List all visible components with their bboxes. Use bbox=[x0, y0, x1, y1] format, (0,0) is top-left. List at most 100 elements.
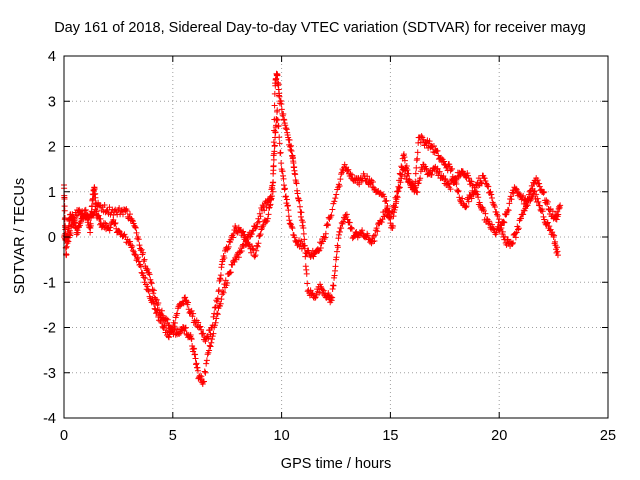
data-point bbox=[200, 378, 207, 385]
data-point bbox=[133, 229, 140, 236]
data-point bbox=[524, 195, 531, 202]
data-point bbox=[232, 223, 239, 230]
data-point bbox=[501, 219, 508, 226]
data-point bbox=[374, 228, 381, 235]
data-point bbox=[271, 90, 278, 97]
data-point bbox=[449, 165, 456, 172]
data-point bbox=[348, 225, 355, 232]
data-point bbox=[412, 170, 419, 177]
data-point bbox=[322, 230, 329, 237]
data-point bbox=[533, 191, 540, 198]
data-point bbox=[509, 241, 516, 248]
data-point bbox=[150, 287, 157, 294]
data-point bbox=[214, 295, 221, 302]
y-tick-label: 2 bbox=[48, 140, 56, 156]
data-point bbox=[271, 148, 278, 155]
data-point bbox=[281, 185, 288, 192]
data-point bbox=[556, 204, 563, 211]
data-point bbox=[496, 225, 503, 232]
data-point bbox=[378, 219, 385, 226]
data-point bbox=[536, 202, 543, 209]
data-point bbox=[285, 207, 292, 214]
data-point bbox=[141, 256, 148, 263]
data-point bbox=[127, 211, 134, 218]
data-point bbox=[164, 316, 171, 323]
data-point bbox=[417, 175, 424, 182]
data-point bbox=[535, 198, 542, 205]
data-point bbox=[480, 207, 487, 214]
data-point bbox=[270, 139, 277, 146]
data-point bbox=[129, 243, 136, 250]
data-point bbox=[213, 315, 220, 322]
data-point bbox=[148, 280, 155, 287]
data-point bbox=[331, 198, 338, 205]
data-point bbox=[291, 167, 298, 174]
data-point bbox=[459, 195, 466, 202]
data-point bbox=[385, 209, 392, 216]
data-point bbox=[496, 216, 503, 223]
data-point bbox=[519, 211, 526, 218]
data-point bbox=[144, 266, 151, 273]
data-point bbox=[300, 230, 307, 237]
data-point bbox=[453, 181, 460, 188]
data-point bbox=[307, 287, 314, 294]
data-point bbox=[298, 238, 305, 245]
data-point bbox=[494, 212, 501, 219]
data-point bbox=[127, 238, 134, 245]
data-point bbox=[414, 149, 421, 156]
data-point bbox=[195, 319, 202, 326]
data-point bbox=[158, 307, 165, 314]
data-point bbox=[411, 185, 418, 192]
data-point bbox=[364, 232, 371, 239]
data-point bbox=[275, 81, 282, 88]
data-point bbox=[480, 172, 487, 179]
data-point bbox=[140, 249, 147, 256]
data-point bbox=[446, 181, 453, 188]
data-point bbox=[194, 367, 201, 374]
data-point bbox=[73, 212, 80, 219]
data-point bbox=[280, 110, 287, 117]
data-point bbox=[499, 228, 506, 235]
data-point bbox=[451, 175, 458, 182]
data-point bbox=[365, 181, 372, 188]
x-tick-label: 0 bbox=[60, 428, 68, 444]
data-point bbox=[554, 248, 561, 255]
data-point bbox=[79, 208, 86, 215]
data-point bbox=[486, 218, 493, 225]
data-point bbox=[263, 204, 270, 211]
data-point bbox=[316, 289, 323, 296]
data-point bbox=[282, 193, 289, 200]
y-tick-label: 1 bbox=[48, 185, 56, 201]
data-point bbox=[507, 193, 514, 200]
data-point bbox=[540, 213, 547, 220]
x-tick-label: 20 bbox=[491, 428, 507, 444]
data-point bbox=[546, 206, 553, 213]
data-point bbox=[396, 170, 403, 177]
data-point bbox=[255, 240, 262, 247]
data-point bbox=[190, 310, 197, 317]
data-point bbox=[249, 228, 256, 235]
data-point bbox=[538, 186, 545, 193]
data-point bbox=[319, 286, 326, 293]
data-point bbox=[491, 203, 498, 210]
data-point bbox=[345, 166, 352, 173]
data-point bbox=[390, 222, 397, 229]
data-point bbox=[414, 155, 421, 162]
data-point bbox=[447, 186, 454, 193]
data-point bbox=[328, 212, 335, 219]
x-tick-label: 25 bbox=[600, 428, 616, 444]
data-point bbox=[259, 223, 266, 230]
data-point bbox=[135, 258, 142, 265]
data-point bbox=[328, 293, 335, 300]
data-point bbox=[225, 243, 232, 250]
y-tick-label: 3 bbox=[48, 94, 56, 110]
data-point bbox=[135, 236, 142, 243]
data-point bbox=[140, 274, 147, 281]
data-point bbox=[405, 170, 412, 177]
x-axis-label: GPS time / hours bbox=[280, 456, 392, 472]
data-point bbox=[90, 211, 97, 218]
data-point bbox=[75, 229, 82, 236]
data-point bbox=[356, 181, 363, 188]
data-point bbox=[257, 231, 264, 238]
